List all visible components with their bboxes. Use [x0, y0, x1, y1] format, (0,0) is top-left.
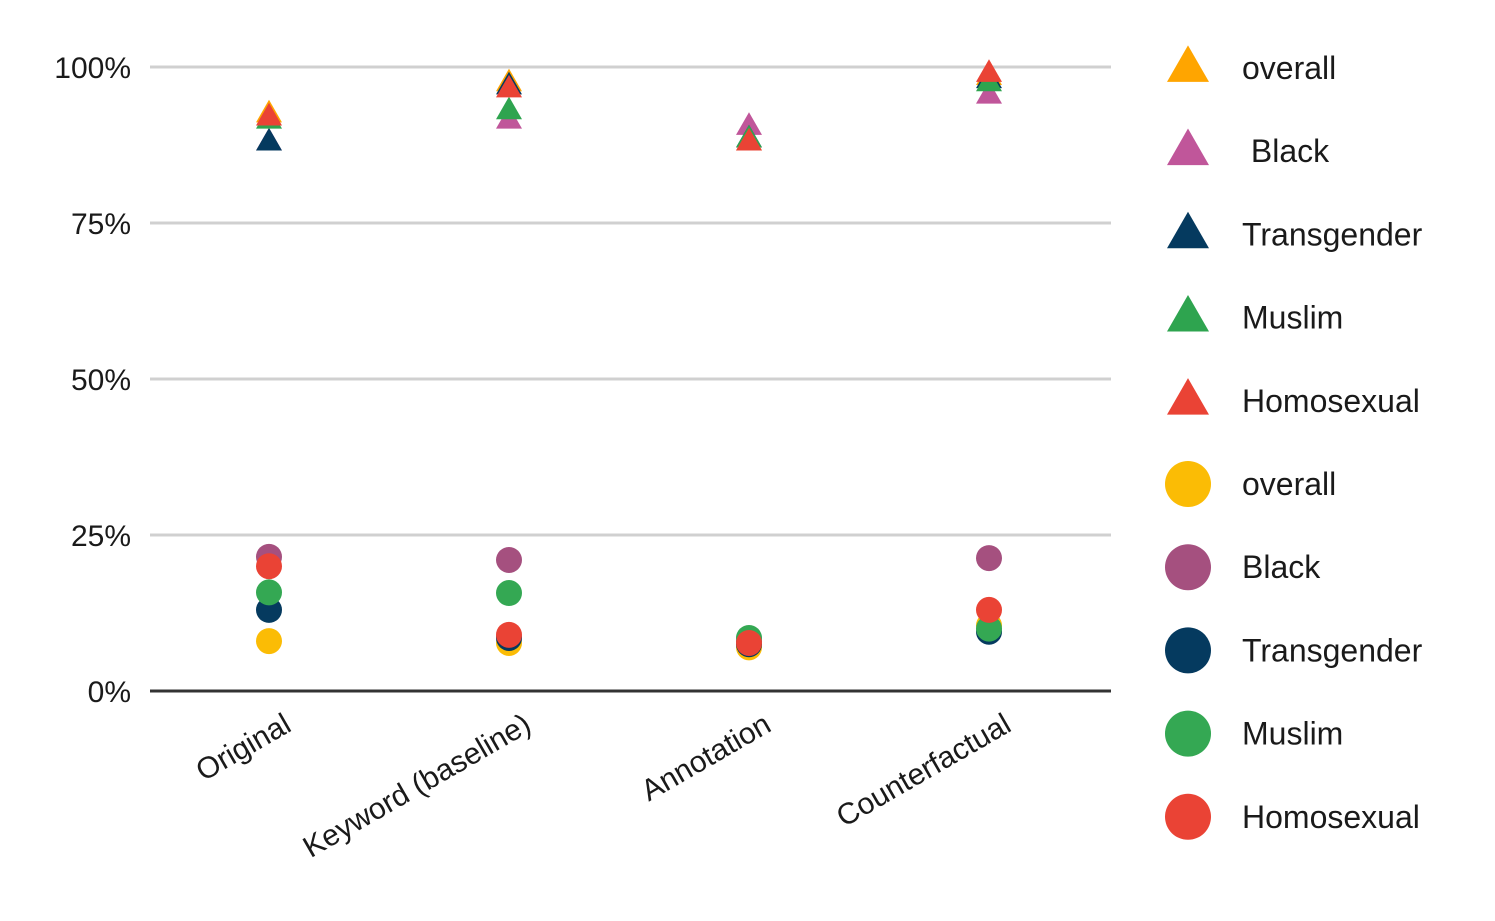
- data-points: [256, 59, 1002, 661]
- x-tick-label: Keyword (baseline): [298, 707, 537, 864]
- legend-triangle-homosexual-label: Homosexual: [1242, 383, 1420, 419]
- y-tick-label: 25%: [71, 520, 131, 553]
- point-circle-black-keyword-baseline-: [496, 546, 522, 573]
- point-circle-muslim-keyword-baseline-: [496, 580, 522, 607]
- point-circle-homosexual-annotation: [736, 629, 762, 656]
- legend-triangle-black-marker: [1167, 128, 1209, 166]
- point-circle-overall-original: [256, 628, 282, 655]
- y-tick-label: 75%: [71, 208, 131, 241]
- legend-triangle-black-label: Black: [1242, 133, 1330, 169]
- x-tick-label: Annotation: [636, 707, 777, 807]
- x-tick-label: Original: [190, 707, 296, 787]
- point-triangle-homosexual-keyword-baseline-: [496, 74, 522, 98]
- point-circle-homosexual-keyword-baseline-: [496, 621, 522, 648]
- y-tick-label: 0%: [88, 676, 131, 709]
- y-axis-tick-labels: 0% 25% 50% 75% 100%: [54, 52, 131, 709]
- point-circle-homosexual-counterfactual: [976, 596, 1002, 623]
- x-axis-tick-labels: Original Keyword (baseline) Annotation Coun…: [190, 707, 1016, 864]
- legend-circle-overall-label: overall: [1242, 466, 1336, 502]
- legend-triangle-transgender-marker: [1167, 211, 1209, 249]
- legend-triangle-muslim-label: Muslim: [1242, 300, 1343, 336]
- legend-triangle-muslim-marker: [1167, 294, 1209, 332]
- grid-lines: [150, 65, 1111, 693]
- point-triangle-homosexual-annotation: [736, 127, 762, 151]
- point-triangle-black-annotation: [736, 112, 762, 135]
- point-circle-muslim-original: [256, 579, 282, 606]
- legend-circle-homosexual-label: Homosexual: [1242, 799, 1420, 835]
- point-circle-muslim-counterfactual: [976, 615, 1002, 642]
- legend-circle-muslim-marker: [1165, 710, 1211, 757]
- point-circle-homosexual-original: [256, 553, 282, 580]
- point-triangle-muslim-keyword-baseline-: [496, 96, 522, 120]
- legend-circle-transgender-marker: [1165, 627, 1211, 674]
- legend-circle-overall-marker: [1165, 461, 1211, 507]
- point-triangle-transgender-original: [256, 127, 282, 151]
- legend-circle-black-marker: [1165, 544, 1211, 591]
- legend-triangle-overall-label: overall: [1242, 50, 1336, 86]
- legend-circle-homosexual-marker: [1165, 793, 1211, 840]
- point-triangle-homosexual-original: [256, 102, 282, 126]
- legend-triangle-homosexual-marker: [1167, 378, 1209, 415]
- legend: overall Black Transgender Muslim Homosexual…: [1165, 45, 1423, 840]
- legend-circle-black-label: Black: [1242, 549, 1321, 585]
- legend-circle-transgender-label: Transgender: [1242, 632, 1423, 668]
- legend-triangle-overall-marker: [1167, 45, 1209, 82]
- legend-triangle-transgender-label: Transgender: [1242, 216, 1423, 252]
- y-tick-label: 50%: [71, 364, 131, 397]
- point-circle-black-counterfactual: [976, 545, 1002, 572]
- x-tick-label: Counterfactual: [831, 707, 1016, 833]
- point-triangle-homosexual-counterfactual: [976, 59, 1002, 82]
- y-tick-label: 100%: [54, 52, 131, 85]
- legend-circle-muslim-label: Muslim: [1242, 716, 1343, 752]
- point-triangle-black-counterfactual: [976, 81, 1002, 104]
